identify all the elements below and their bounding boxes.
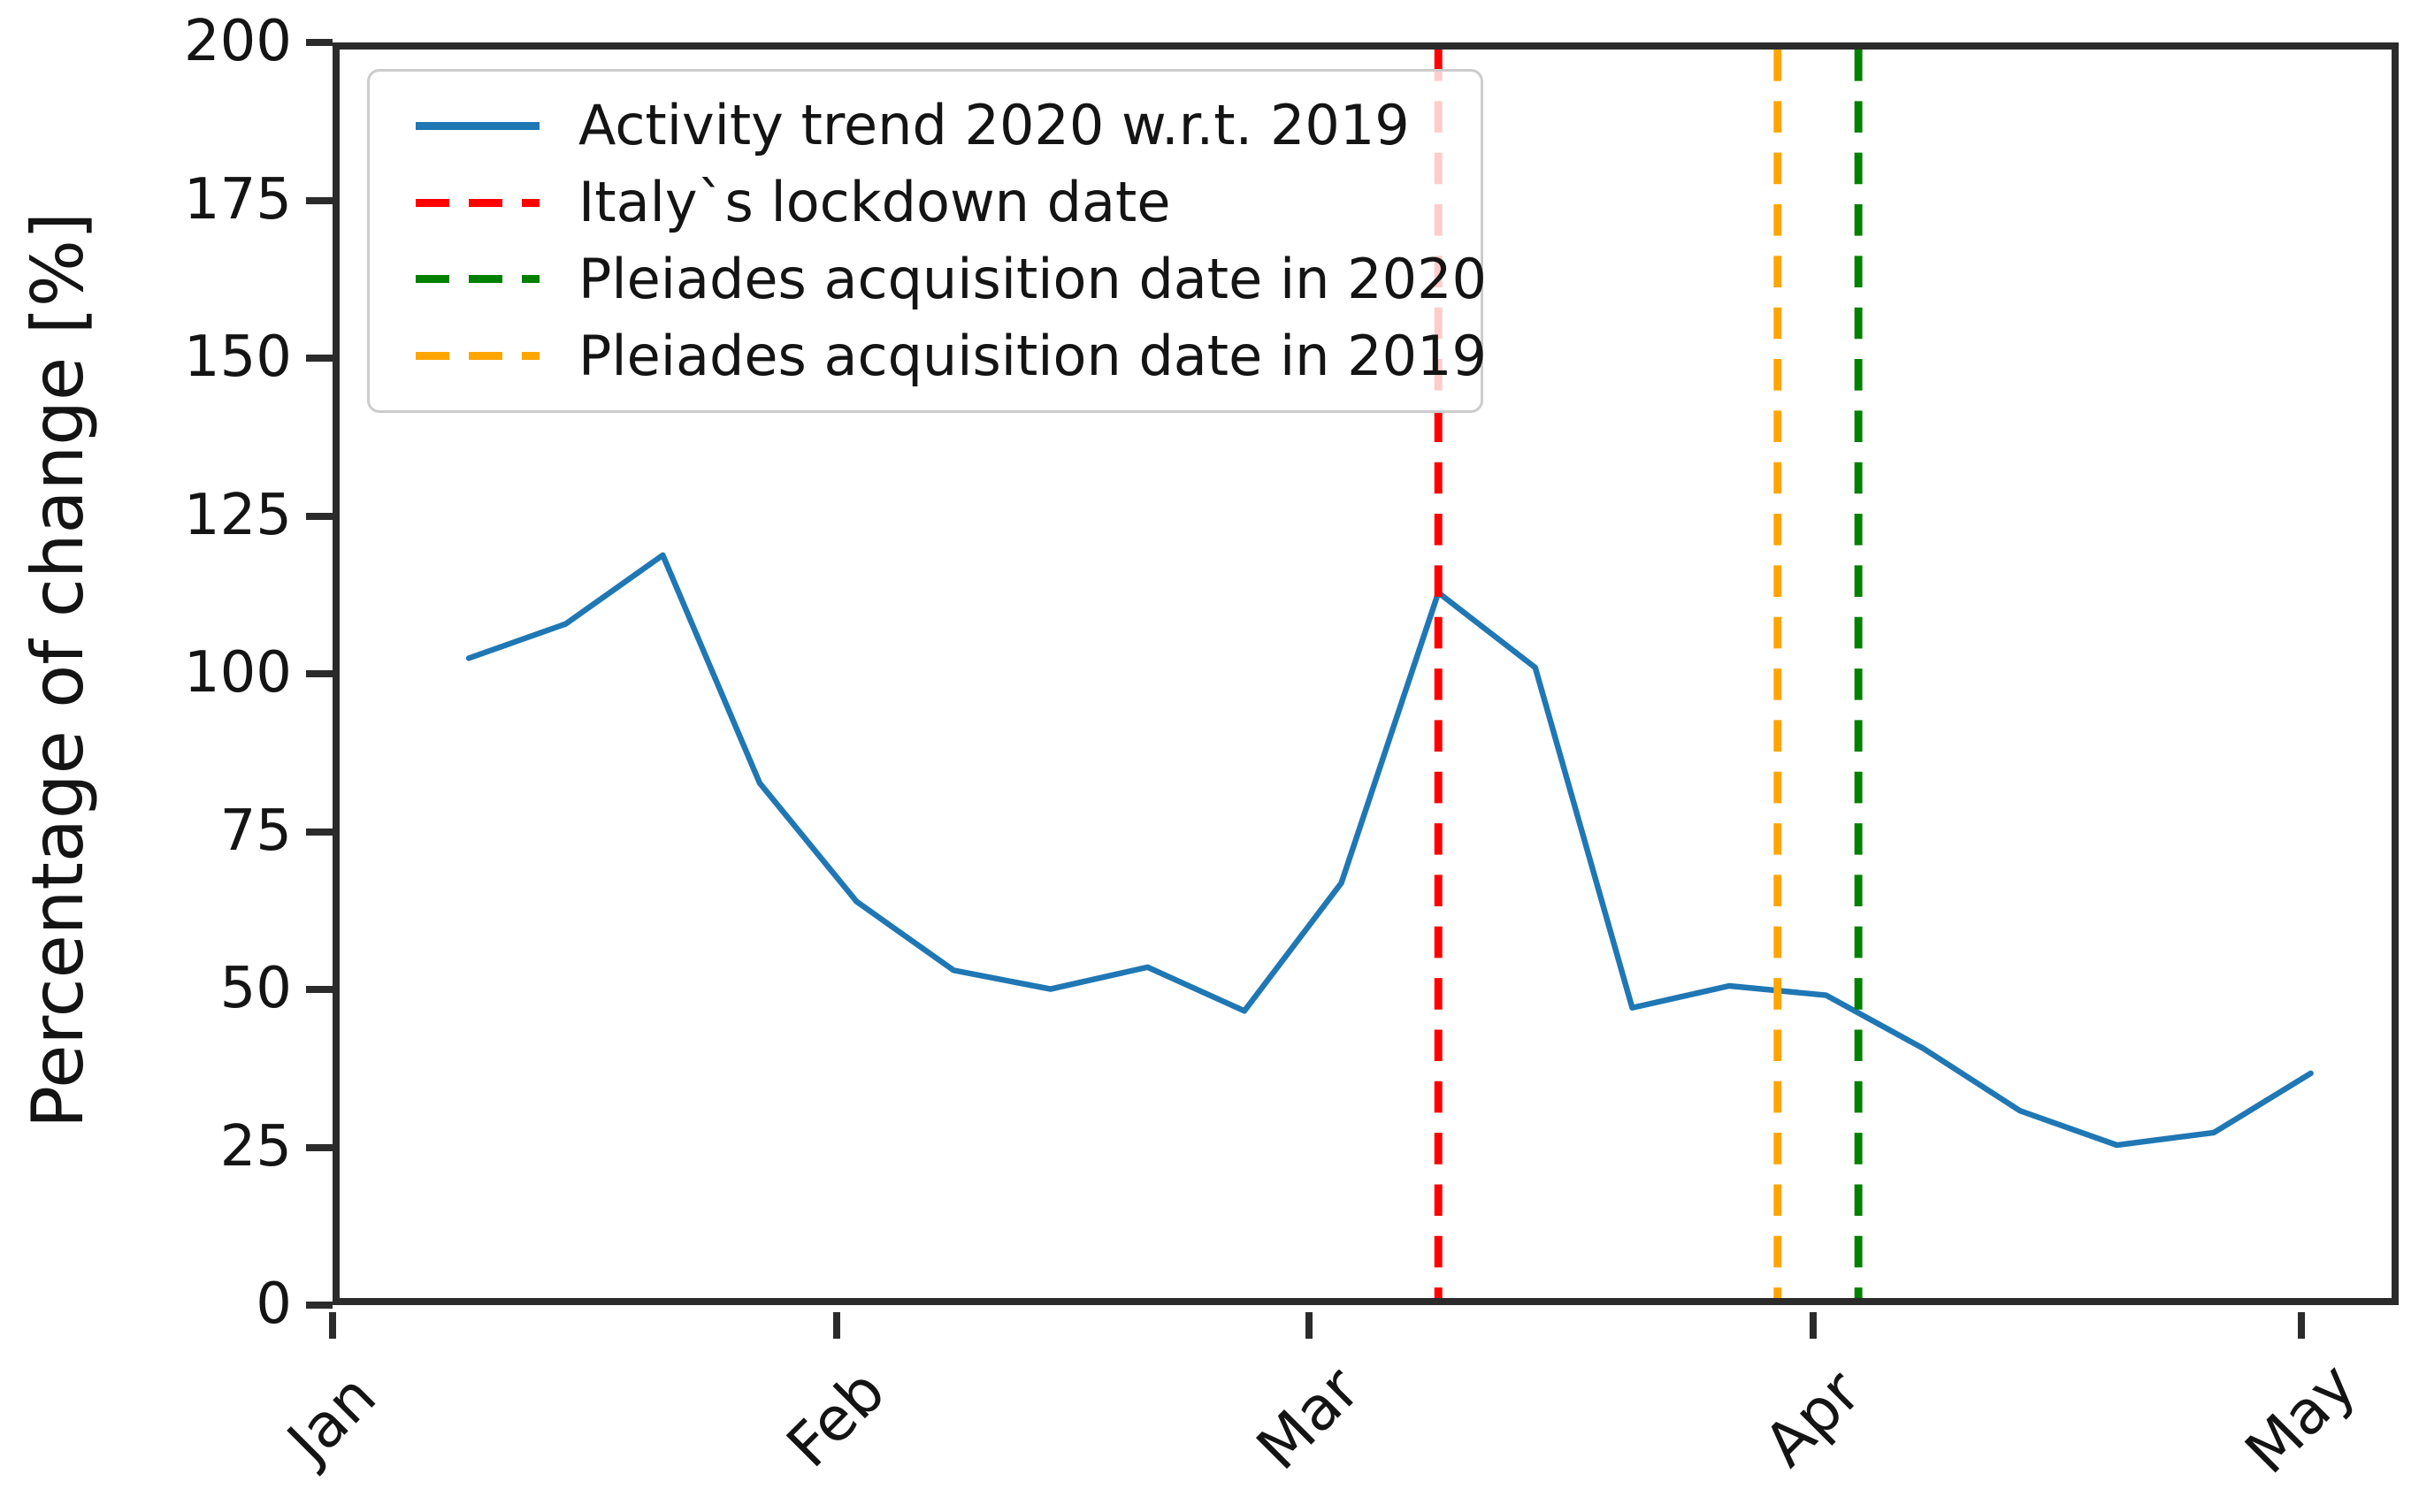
y-tick-mark (306, 196, 333, 204)
legend-label: Pleiades acquisition date in 2020 (578, 246, 1487, 311)
y-tick-mark (306, 355, 333, 362)
plot-area (333, 42, 2399, 1305)
legend-dashed-line-icon (416, 198, 540, 207)
y-tick-label: 175 (183, 166, 292, 233)
legend-row: Activity trend 2020 w.r.t. 2019 (416, 96, 1463, 155)
y-tick-mark (306, 1143, 333, 1151)
y-tick-mark (306, 986, 333, 993)
y-tick-label: 100 (183, 640, 292, 706)
plot-canvas (465, 50, 2314, 1298)
legend-box: Activity trend 2020 w.r.t. 2019 Italy`s l… (367, 69, 1487, 413)
x-tick-mark (329, 1312, 336, 1339)
legend-row: Pleiades acquisition date in 2019 (416, 326, 1487, 386)
y-tick-mark (306, 828, 333, 836)
y-tick-label: 75 (219, 798, 292, 864)
legend-label: Activity trend 2020 w.r.t. 2019 (578, 93, 1410, 158)
y-tick-label: 50 (219, 956, 292, 1021)
activity-trend-line (465, 552, 2314, 1149)
legend-row: Italy`s lockdown date (416, 173, 1463, 232)
legend-row: Pleiades acquisition date in 2020 (416, 249, 1487, 309)
y-tick-mark (306, 1302, 333, 1309)
legend-solid-line-icon (416, 121, 540, 130)
x-tick-mark (1809, 1312, 1817, 1339)
y-tick-label: 125 (183, 482, 292, 548)
x-tick-mark (2297, 1312, 2305, 1339)
y-tick-label: 150 (183, 325, 292, 390)
legend-label: Pleiades acquisition date in 2019 (578, 323, 1487, 388)
y-tick-mark (306, 39, 333, 46)
y-tick-mark (306, 670, 333, 677)
x-tick-mark (833, 1312, 841, 1339)
legend-dashed-line-icon (416, 352, 540, 361)
y-tick-label: 25 (219, 1113, 292, 1180)
y-tick-label: 200 (183, 9, 292, 74)
y-tick-mark (306, 512, 333, 520)
legend-dashed-line-icon (416, 275, 540, 284)
x-tick-mark (1305, 1312, 1313, 1339)
legend-label: Italy`s lockdown date (578, 170, 1171, 235)
y-tick-label: 0 (256, 1271, 292, 1337)
